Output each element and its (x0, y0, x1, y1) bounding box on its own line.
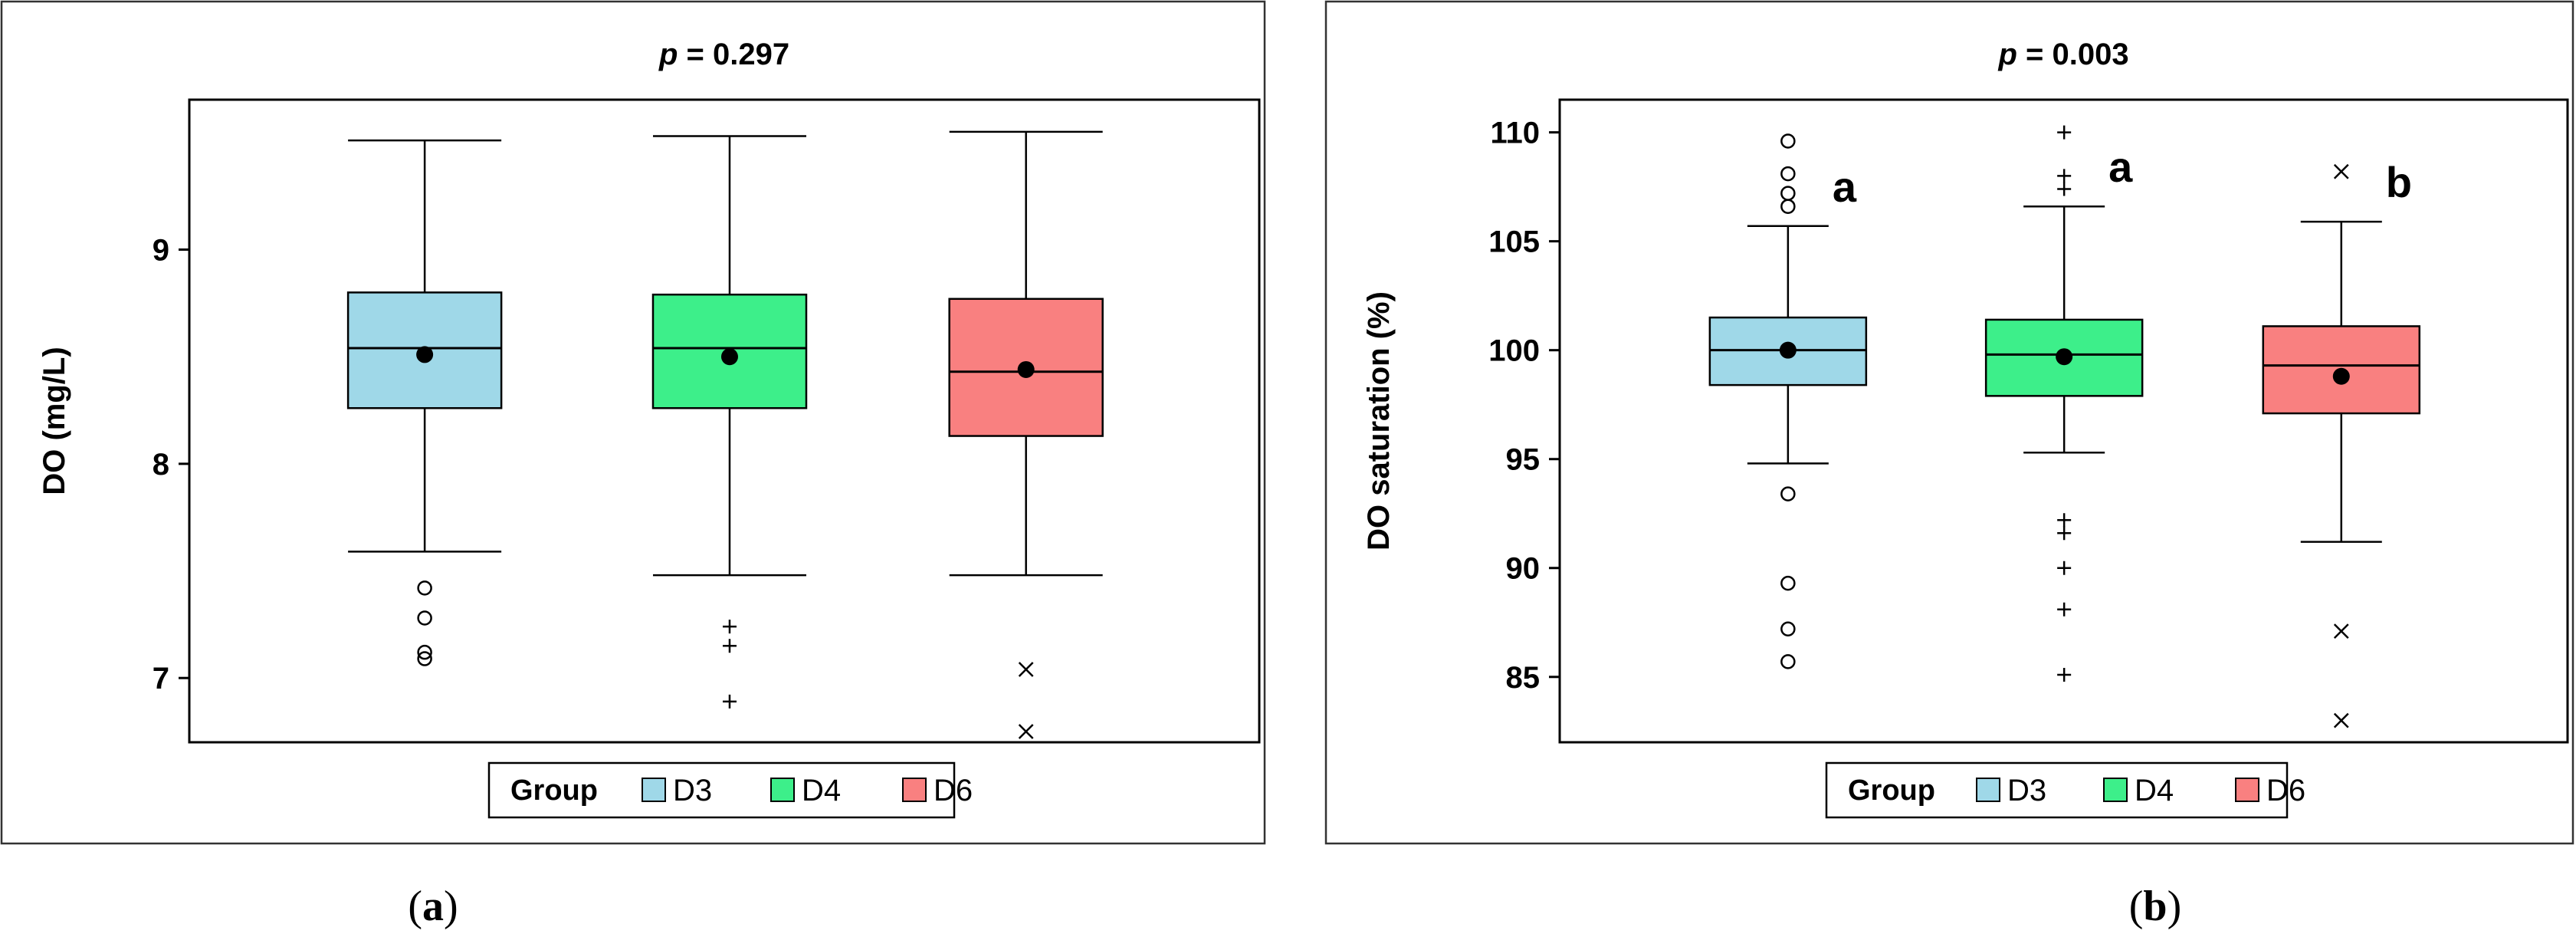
outlier-point (1780, 575, 1796, 591)
legend-title: Group (1848, 774, 1935, 807)
panel-b: p = 0.003 85 90 95 100 105 110 DO saturation (%… (1324, 0, 2574, 930)
y-axis-title: DO (mg/L) (38, 347, 71, 495)
title-p: p (658, 38, 678, 71)
significance-letter: a (1833, 163, 1857, 211)
legend-swatch-D6 (902, 778, 927, 802)
caption-close: ) (444, 883, 458, 930)
mean-point (1779, 341, 1797, 359)
caption-letter: a (422, 883, 444, 930)
outlier-point (1780, 199, 1796, 214)
caption-open: ( (2129, 883, 2144, 930)
outlier-point (1018, 662, 1034, 677)
outlier-point (417, 651, 432, 666)
box-D4: a (1984, 125, 2144, 682)
panel-title: p = 0.297 (658, 38, 789, 71)
caption-close: ) (2167, 883, 2182, 930)
outlier-point (2057, 561, 2072, 575)
legend-label-D3: D3 (673, 774, 712, 807)
outlier-point (722, 620, 737, 634)
outlier-point (2057, 125, 2072, 140)
legend-box (487, 761, 956, 819)
outlier-point (2057, 182, 2072, 196)
legend-swatch-D6 (2235, 778, 2259, 802)
legend: Group D3 D4 D6 (487, 761, 973, 819)
outlier-point (1780, 486, 1796, 501)
legend-swatch-D3 (642, 778, 666, 802)
box-D6 (948, 130, 1104, 739)
outlier-point (2057, 602, 2072, 617)
panel-a: p = 0.297 7 8 9 DO (mg/L) Group D3 D4 D6 (a) (0, 0, 1266, 930)
outlier-point (2057, 667, 2072, 682)
y-tick-label: 105 (1488, 225, 1540, 259)
y-tick-label: 100 (1488, 334, 1540, 368)
outlier-point (417, 644, 432, 660)
legend-box (1825, 761, 2289, 819)
mean-point (416, 346, 434, 363)
box-D6: b (2262, 158, 2421, 728)
significance-letter: b (2386, 158, 2412, 206)
outlier-point (417, 580, 432, 596)
title-value: = 0.297 (678, 38, 789, 71)
outlier-point (1780, 133, 1796, 149)
y-tick-label: 9 (153, 234, 169, 268)
y-axis-title: DO saturation (%) (1362, 291, 1396, 551)
outlier-point (1780, 654, 1796, 669)
outlier-point (2333, 163, 2349, 179)
plot-area (1558, 98, 2569, 744)
panel-title: p = 0.003 (1997, 38, 2128, 71)
box-D3 (346, 139, 503, 666)
plot-area (188, 98, 1261, 744)
legend: Group D3 D4 D6 (1825, 761, 2305, 819)
outlier-point (2057, 169, 2072, 183)
y-tick-label: 95 (1506, 443, 1541, 477)
legend-label-D6: D6 (934, 774, 973, 807)
legend-swatch-D3 (1976, 778, 2000, 802)
legend-swatch-D4 (2103, 778, 2128, 802)
legend-title: Group (510, 774, 598, 807)
outlier-point (722, 639, 737, 653)
y-tick-label: 7 (153, 662, 169, 695)
panel-frame (1324, 0, 2574, 845)
legend-label-D4: D4 (2135, 774, 2174, 807)
legend-label-D4: D4 (802, 774, 841, 807)
title-value: = 0.003 (2017, 38, 2129, 71)
outlier-point (2057, 526, 2072, 541)
legend-label-D3: D3 (2007, 774, 2046, 807)
outlier-point (2057, 513, 2072, 528)
outlier-point (1018, 724, 1034, 739)
title-p: p (1997, 38, 2016, 71)
significance-letter: a (2108, 143, 2133, 191)
legend-label-D6: D6 (2266, 774, 2305, 807)
panel-caption: (a) (408, 883, 458, 930)
outlier-point (2333, 623, 2349, 640)
box-D4 (651, 135, 808, 709)
outlier-point (2333, 712, 2349, 728)
mean-point (1017, 360, 1035, 378)
outlier-point (417, 610, 432, 626)
y-tick-label: 85 (1506, 661, 1541, 695)
caption-letter: b (2143, 883, 2167, 930)
caption-open: ( (408, 883, 422, 930)
mean-point (2332, 367, 2350, 385)
outlier-point (1780, 166, 1796, 182)
y-tick-label: 110 (1490, 117, 1540, 150)
panel-caption: (b) (2129, 883, 2181, 930)
box-D3: a (1708, 133, 1868, 669)
mean-point (2056, 348, 2073, 366)
y-tick-label: 8 (153, 448, 169, 482)
y-tick-label: 90 (1506, 552, 1541, 586)
mean-point (720, 348, 738, 366)
outlier-point (1780, 621, 1796, 637)
outlier-point (722, 694, 737, 709)
legend-swatch-D4 (770, 778, 795, 802)
